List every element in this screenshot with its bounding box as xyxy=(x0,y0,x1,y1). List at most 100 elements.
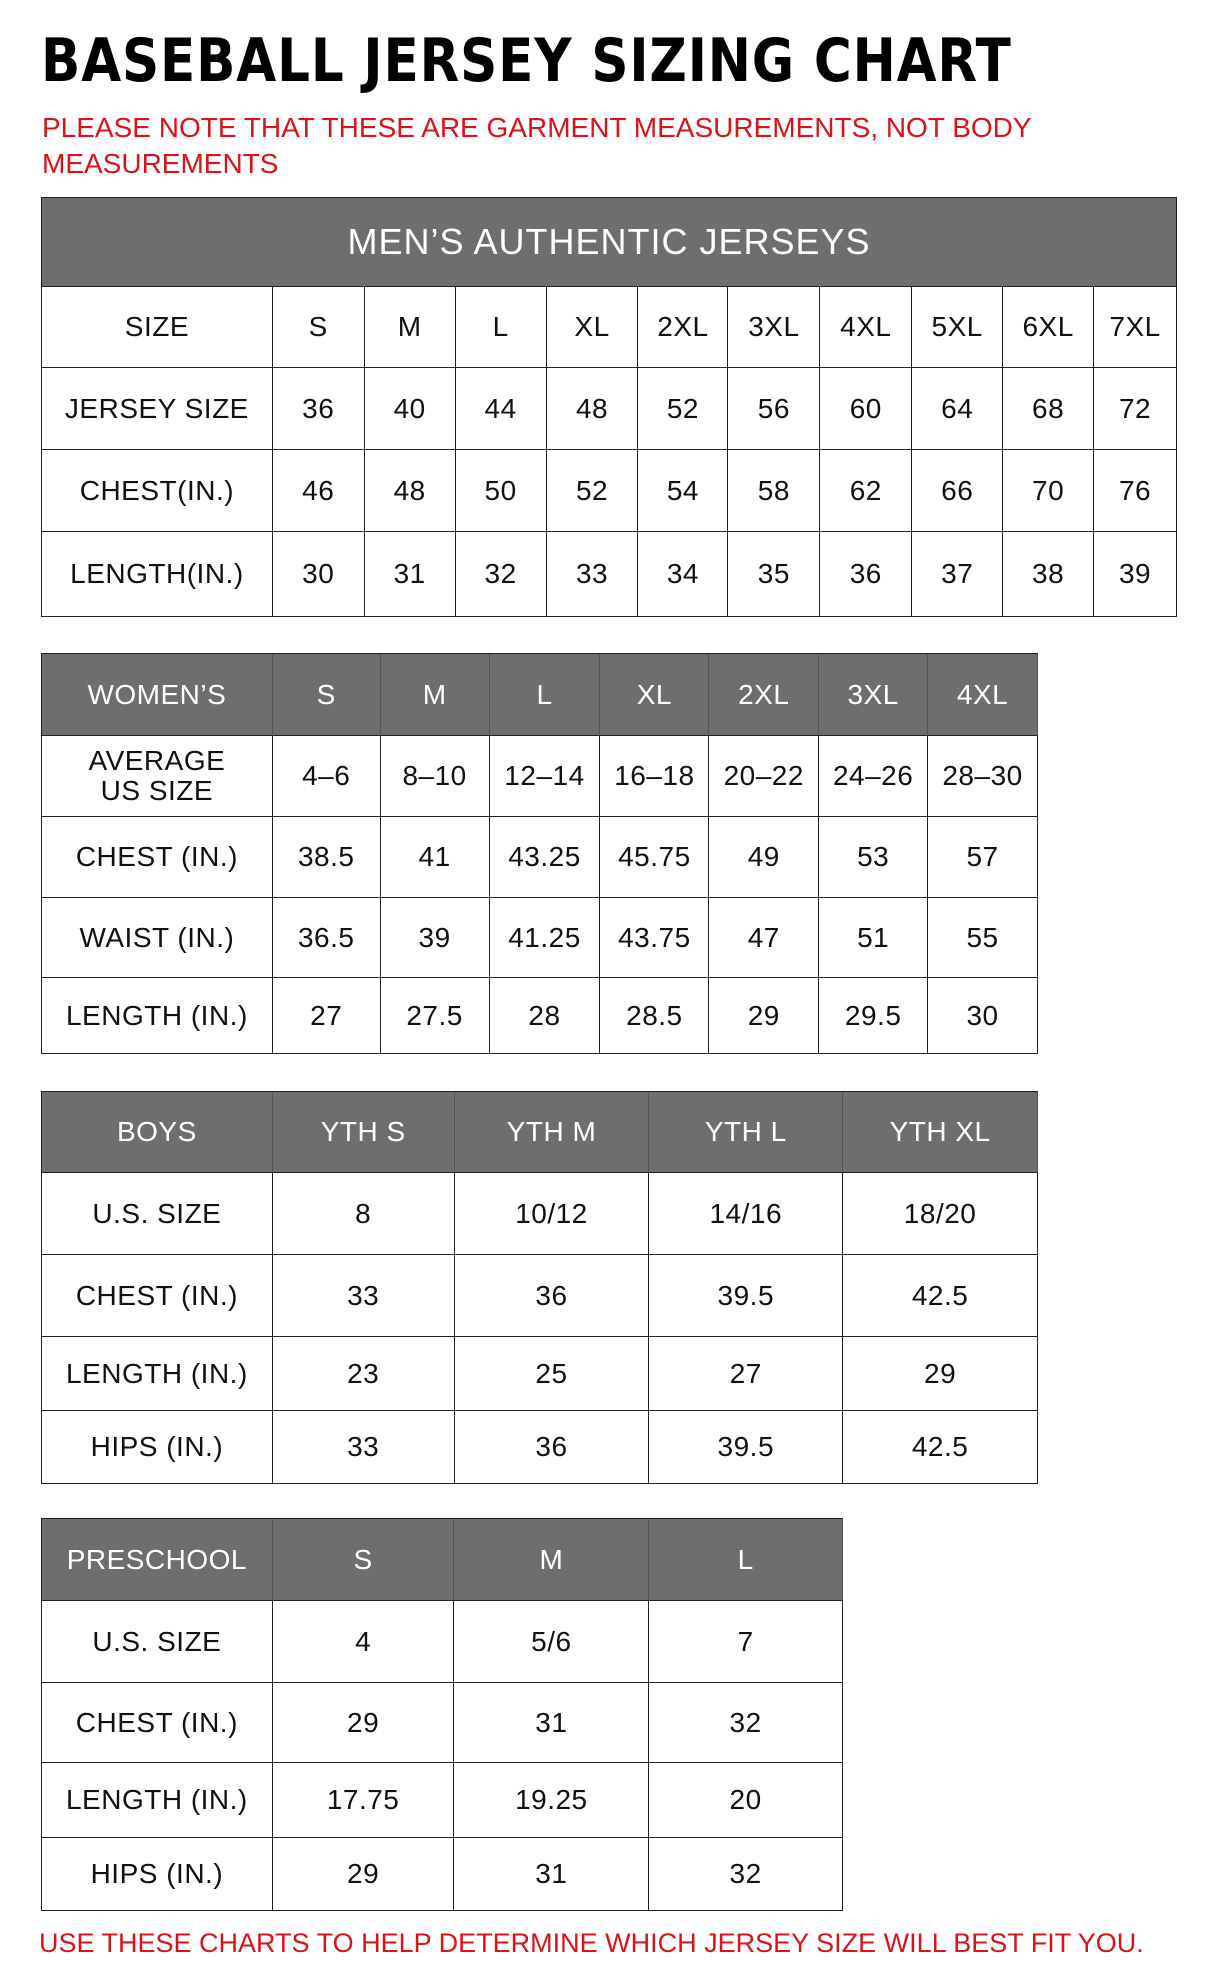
table-cell: 62 xyxy=(820,450,913,532)
row-label: LENGTH (IN.) xyxy=(42,1763,273,1838)
table-cell: 34 xyxy=(638,532,729,617)
table-cell: 33 xyxy=(272,1255,455,1337)
table-cell: 66 xyxy=(912,450,1004,532)
table-row: CHEST (IN.) 38.5 41 43.25 45.75 49 53 57 xyxy=(42,817,1038,898)
table-row: LENGTH (IN.) 27 27.5 28 28.5 29 29.5 30 xyxy=(42,978,1038,1054)
size-header-cell: 7XL xyxy=(1094,287,1178,368)
size-header-cell: XL xyxy=(600,654,710,736)
size-header-cell: YTH XL xyxy=(843,1092,1038,1173)
table-cell: 27.5 xyxy=(380,978,490,1054)
header-row: WOMEN’S S M L XL 2XL 3XL 4XL xyxy=(42,654,1038,736)
size-header-cell: XL xyxy=(546,287,639,368)
table-cell: 55 xyxy=(928,898,1038,978)
garment-measurement-note: PLEASE NOTE THAT THESE ARE GARMENT MEASU… xyxy=(42,112,1032,179)
table-row: U.S. SIZE 4 5/6 7 xyxy=(42,1601,843,1683)
table-cell: 64 xyxy=(912,368,1004,450)
size-header-cell: 2XL xyxy=(638,287,729,368)
table-cell: 49 xyxy=(709,817,820,898)
table-cell: 43.75 xyxy=(600,898,710,978)
table-cell: 19.25 xyxy=(454,1763,650,1838)
table-cell: 60 xyxy=(820,368,913,450)
row-label: U.S. SIZE xyxy=(42,1601,273,1683)
table-cell: 52 xyxy=(638,368,729,450)
table-cell: 42.5 xyxy=(843,1411,1038,1484)
table-cell: 20–22 xyxy=(709,736,820,817)
table-cell: 39 xyxy=(1094,532,1178,617)
table-cell: 39.5 xyxy=(649,1411,844,1484)
table-cell: 14/16 xyxy=(649,1173,844,1255)
table-cell: 8–10 xyxy=(380,736,490,817)
row-label: CHEST (IN.) xyxy=(42,1683,273,1763)
preschool-size-table: PRESCHOOL S M L U.S. SIZE 4 5/6 7 CHEST (IN.) 29 3… xyxy=(41,1518,843,1911)
size-header-cell: YTH L xyxy=(649,1092,844,1173)
table-cell: 38 xyxy=(1003,532,1095,617)
table-row: CHEST(IN.) 46 48 50 52 54 58 62 66 70 76 xyxy=(42,450,1178,532)
size-header-cell: L xyxy=(649,1519,843,1601)
row-label: SIZE xyxy=(42,287,273,368)
row-label: HIPS (IN.) xyxy=(42,1411,273,1484)
row-label: JERSEY SIZE xyxy=(42,368,273,450)
table-row: JERSEY SIZE 36 40 44 48 52 56 60 64 68 72 xyxy=(42,368,1178,450)
size-header-cell: M xyxy=(364,287,456,368)
size-header-cell: L xyxy=(489,654,601,736)
table-cell: 40 xyxy=(364,368,456,450)
header-row: PRESCHOOL S M L xyxy=(42,1519,843,1601)
table-cell: 27 xyxy=(272,978,381,1054)
table-row: LENGTH (IN.) 17.75 19.25 20 xyxy=(42,1763,843,1838)
table-cell: 33 xyxy=(272,1411,455,1484)
table-cell: 36 xyxy=(272,368,365,450)
size-header-cell: L xyxy=(455,287,547,368)
row-label: HIPS (IN.) xyxy=(42,1838,273,1911)
table-cell: 57 xyxy=(928,817,1038,898)
size-header-cell: 4XL xyxy=(928,654,1038,736)
size-header-cell: 5XL xyxy=(912,287,1004,368)
table-cell: 33 xyxy=(546,532,639,617)
table-cell: 56 xyxy=(728,368,821,450)
table-cell: 36 xyxy=(820,532,913,617)
table-cell: 18/20 xyxy=(843,1173,1038,1255)
table-cell: 44 xyxy=(455,368,547,450)
table-cell: 48 xyxy=(364,450,456,532)
table-cell: 31 xyxy=(454,1683,650,1763)
size-header-cell: S xyxy=(272,287,365,368)
row-label: CHEST (IN.) xyxy=(42,817,273,898)
size-header-cell: M xyxy=(454,1519,650,1601)
row-label: BOYS xyxy=(42,1092,273,1173)
table-cell: 12–14 xyxy=(489,736,601,817)
table-cell: 27 xyxy=(649,1337,844,1411)
table-cell: 31 xyxy=(454,1838,650,1911)
header-row: SIZE S M L XL 2XL 3XL 4XL 5XL 6XL 7XL xyxy=(42,287,1178,368)
table-cell: 29 xyxy=(843,1337,1038,1411)
table-cell: 29 xyxy=(272,1683,455,1763)
table-cell: 41 xyxy=(380,817,490,898)
table-cell: 76 xyxy=(1094,450,1178,532)
row-label: CHEST (IN.) xyxy=(42,1255,273,1337)
table-row: WAIST (IN.) 36.5 39 41.25 43.75 47 51 55 xyxy=(42,898,1038,978)
table-row: LENGTH (IN.) 23 25 27 29 xyxy=(42,1337,1038,1411)
table-cell: 36 xyxy=(454,1411,650,1484)
table-banner: MEN’S AUTHENTIC JERSEYS xyxy=(42,198,1177,287)
table-row: HIPS (IN.) 33 36 39.5 42.5 xyxy=(42,1411,1038,1484)
table-row: U.S. SIZE 8 10/12 14/16 18/20 xyxy=(42,1173,1038,1255)
row-label: WAIST (IN.) xyxy=(42,898,273,978)
table-row: CHEST (IN.) 33 36 39.5 42.5 xyxy=(42,1255,1038,1337)
row-label: LENGTH (IN.) xyxy=(42,978,273,1054)
table-cell: 28 xyxy=(489,978,601,1054)
table-cell: 31 xyxy=(364,532,456,617)
table-cell: 29 xyxy=(272,1838,455,1911)
size-header-cell: 2XL xyxy=(709,654,820,736)
table-cell: 58 xyxy=(728,450,821,532)
fit-guidance-footer: USE THESE CHARTS TO HELP DETERMINE WHICH… xyxy=(39,1928,1144,1958)
size-header-cell: 3XL xyxy=(819,654,929,736)
table-cell: 35 xyxy=(728,532,821,617)
table-cell: 30 xyxy=(928,978,1038,1054)
table-cell: 52 xyxy=(546,450,639,532)
table-cell: 28.5 xyxy=(600,978,710,1054)
row-label: LENGTH (IN.) xyxy=(42,1337,273,1411)
table-cell: 38.5 xyxy=(272,817,381,898)
table-cell: 28–30 xyxy=(928,736,1038,817)
row-label: U.S. SIZE xyxy=(42,1173,273,1255)
table-cell: 36 xyxy=(454,1255,650,1337)
table-cell: 24–26 xyxy=(819,736,929,817)
table-row: AVERAGE US SIZE 4–6 8–10 12–14 16–18 20–22 24–… xyxy=(42,736,1038,817)
